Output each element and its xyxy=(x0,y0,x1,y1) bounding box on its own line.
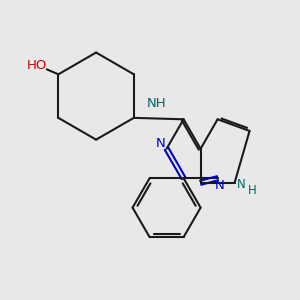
Text: HO: HO xyxy=(27,59,47,72)
Text: NH: NH xyxy=(147,98,166,110)
Text: N: N xyxy=(237,178,246,191)
Text: N: N xyxy=(156,137,166,150)
Text: H: H xyxy=(248,184,257,197)
Text: N: N xyxy=(215,179,225,192)
